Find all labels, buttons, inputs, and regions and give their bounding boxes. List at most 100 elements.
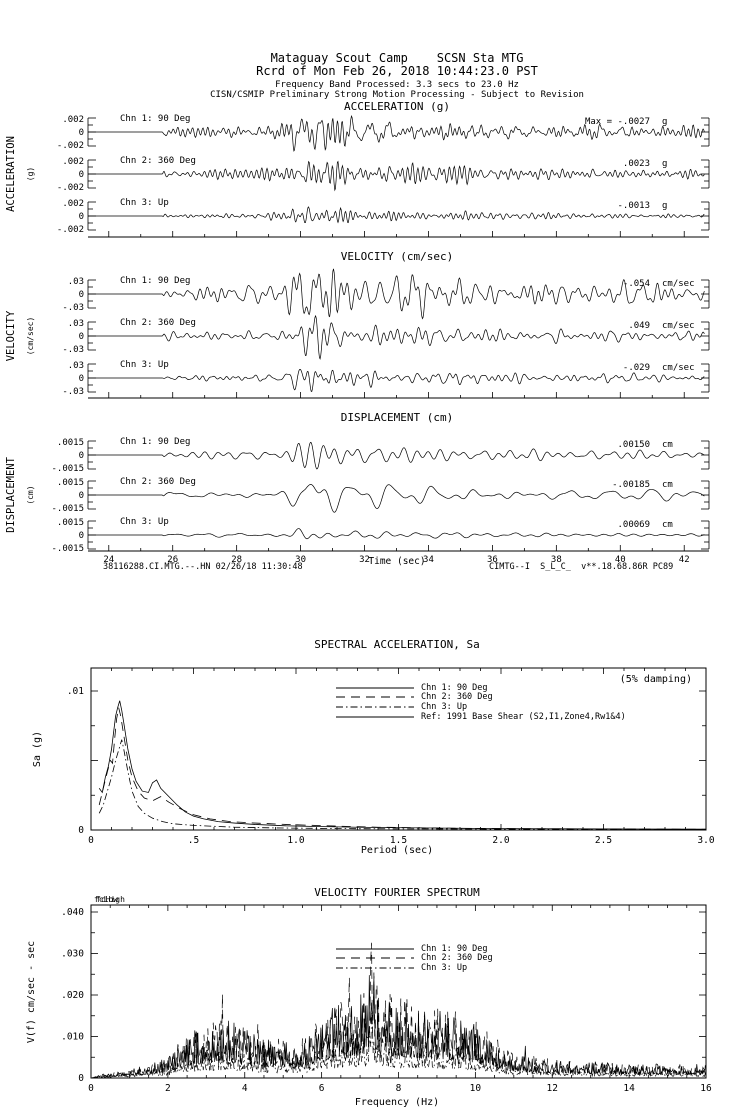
fc-low-annotation: fcLow [94,895,119,904]
max-unit: cm/sec [662,321,695,331]
max-value: .00150 [617,440,650,450]
time-tick-label: 38 [551,555,562,565]
displacement-waveform-1 [88,441,705,470]
vf-xtick-label: 14 [623,1083,635,1094]
vf-xtick-label: 16 [700,1083,712,1094]
ytick-label: -.0015 [51,504,84,514]
max-value: -.054 [623,279,650,289]
max-unit: cm/sec [662,279,695,289]
displacement-side-unit: (cm) [26,485,35,504]
ytick-label: .002 [62,199,84,209]
sa-legend-item: Chn 2: 360 Deg [336,692,626,702]
vf-curve-2 [90,942,707,1079]
displacement-waveform-2 [88,484,705,513]
vf-legend-item: Chn 1: 90 Deg [336,944,493,954]
ytick-label: -.002 [57,141,84,151]
acceleration-side-label: ACCELERATION [5,136,17,212]
sa-curve-1 [98,700,707,830]
displacement-channel-2: .0015 0 -.0015 Chn 2: 360 Deg -.00185 cm [51,477,710,514]
acceleration-trace-group: ACCELERATION (g) .002 0 -.002 Chn 1: 90 Deg Ma… [5,114,710,238]
vf-xtick-label: 2 [165,1083,171,1094]
velocity-channel-3: .03 0 -.03 Chn 3: Up -.029 cm/sec [62,360,710,397]
processing-footer: CIMTG--I S_L_C_ v**.18.68.86R PC89 [489,562,674,572]
time-tick-label: 40 [615,555,626,565]
acceleration-side-unit: (g) [26,167,35,181]
vf-ytick-label: .010 [61,1032,84,1043]
vf-legend-label: Chn 2: 360 Deg [421,953,493,964]
velocity-side-unit: (cm/sec) [26,317,35,356]
vf-legend-item: Chn 2: 360 Deg [336,953,493,964]
channel-label: Chn 3: Up [120,198,169,208]
ytick-label: 0 [79,212,84,222]
sa-legend-item: Chn 3: Up [336,702,626,712]
sa-legend-label: Chn 1: 90 Deg [421,682,488,693]
time-tick-label: 24 [103,555,114,565]
sa-legend-item: Ref: 1991 Base Shear (S2,I1,Zone4,Rw1&4) [336,712,626,722]
acceleration-title: ACCELERATION (g) [344,100,450,113]
vf-legend-label: Chn 1: 90 Deg [421,943,488,954]
time-tick-label: 42 [679,555,690,565]
damping-note: (5% damping) [619,674,692,685]
sa-xtick-label: 2.0 [492,835,509,846]
spectral-acceleration-title: SPECTRAL ACCELERATION, Sa [314,638,480,651]
sa-xtick-label: 1.5 [390,835,407,846]
max-unit: cm [662,480,673,490]
ytick-label: 0 [79,170,84,180]
period-axis-label: Period (sec) [360,845,434,856]
fourier-legend: Chn 1: 90 Deg Chn 2: 360 Deg Chn 3: Up [336,944,493,973]
vf-xtick-label: 0 [88,1083,94,1094]
vf-curve-3 [90,1013,707,1079]
sa-y-axis-label: Sa (g) [32,731,43,767]
max-value: .00069 [617,520,650,530]
ytick-label: 0 [79,491,84,501]
fourier-spectrum-chart: .040 .030 .020 .010 00 2 4 6 8 10 12 14 16 V(f) cm/se… [26,904,712,1094]
max-value: -.029 [623,363,650,373]
ytick-label: .0015 [57,438,84,448]
channel-label: Chn 2: 360 Deg [120,156,196,166]
ytick-label: -.03 [62,345,84,355]
channel-label: Chn 1: 90 Deg [120,114,190,124]
vf-legend-line-solid [336,948,414,950]
ytick-label: -.03 [62,387,84,397]
vf-legend-line-longdash [336,957,414,959]
ytick-label: 0 [79,290,84,300]
velocity-channel-2: .03 0 -.03 Chn 2: 360 Deg .049 cm/sec [62,314,710,360]
max-unit: cm [662,520,673,530]
channel-label: Chn 3: Up [120,517,169,527]
displacement-waveform-3 [88,528,705,540]
sa-legend-line-solid [336,687,414,689]
displacement-channel-3: .0015 0 -.0015 Chn 3: Up .00069 cm [51,517,710,554]
vf-ytick-label: .030 [61,949,84,960]
sa-xtick-label: 0 [88,835,94,846]
time-axis-label: Time (sec) [368,556,426,567]
vf-ytick-label: .020 [61,990,84,1001]
velocity-trace-group: VELOCITY (cm/sec) .03 0 -.03 Chn 1: 90 Deg -.0… [5,268,710,399]
time-tick-label: 28 [231,555,242,565]
sa-legend-line-dashdot [336,706,414,708]
sa-legend-label: Ref: 1991 Base Shear (S2,I1,Zone4,Rw1&4) [421,711,626,722]
max-unit: g [662,117,667,127]
vf-ytick-label: 0 [78,1073,84,1084]
sa-xtick-label: 2.5 [595,835,612,846]
velocity-waveform-3 [88,368,705,393]
acceleration-waveform-1 [88,115,705,152]
fc-high-annotation: fcHigh [96,895,125,904]
vf-legend-item: Chn 3: Up [336,963,493,973]
acceleration-waveform-3 [88,206,705,224]
vf-legend-line-dashdot [336,967,414,969]
ytick-label: 0 [79,374,84,384]
time-tick-label: 30 [295,555,306,565]
ytick-label: 0 [79,128,84,138]
ytick-label: .0015 [57,478,84,488]
time-tick-label: 34 [423,555,434,565]
fourier-spectrum-title: VELOCITY FOURIER SPECTRUM [314,886,480,899]
processing-note: CISN/CSMIP Preliminary Strong Motion Pro… [210,90,584,100]
max-value: -.0013 [617,201,650,211]
record-title: Mataguay Scout Camp SCSN Sta MTG [270,51,524,65]
channel-label: Chn 2: 360 Deg [120,477,196,487]
displacement-side-label: DISPLACEMENT [5,456,17,533]
acceleration-channel-2: .002 0 -.002 Chn 2: 360 Deg .0023 g [57,156,710,193]
vf-xtick-label: 6 [319,1083,325,1094]
